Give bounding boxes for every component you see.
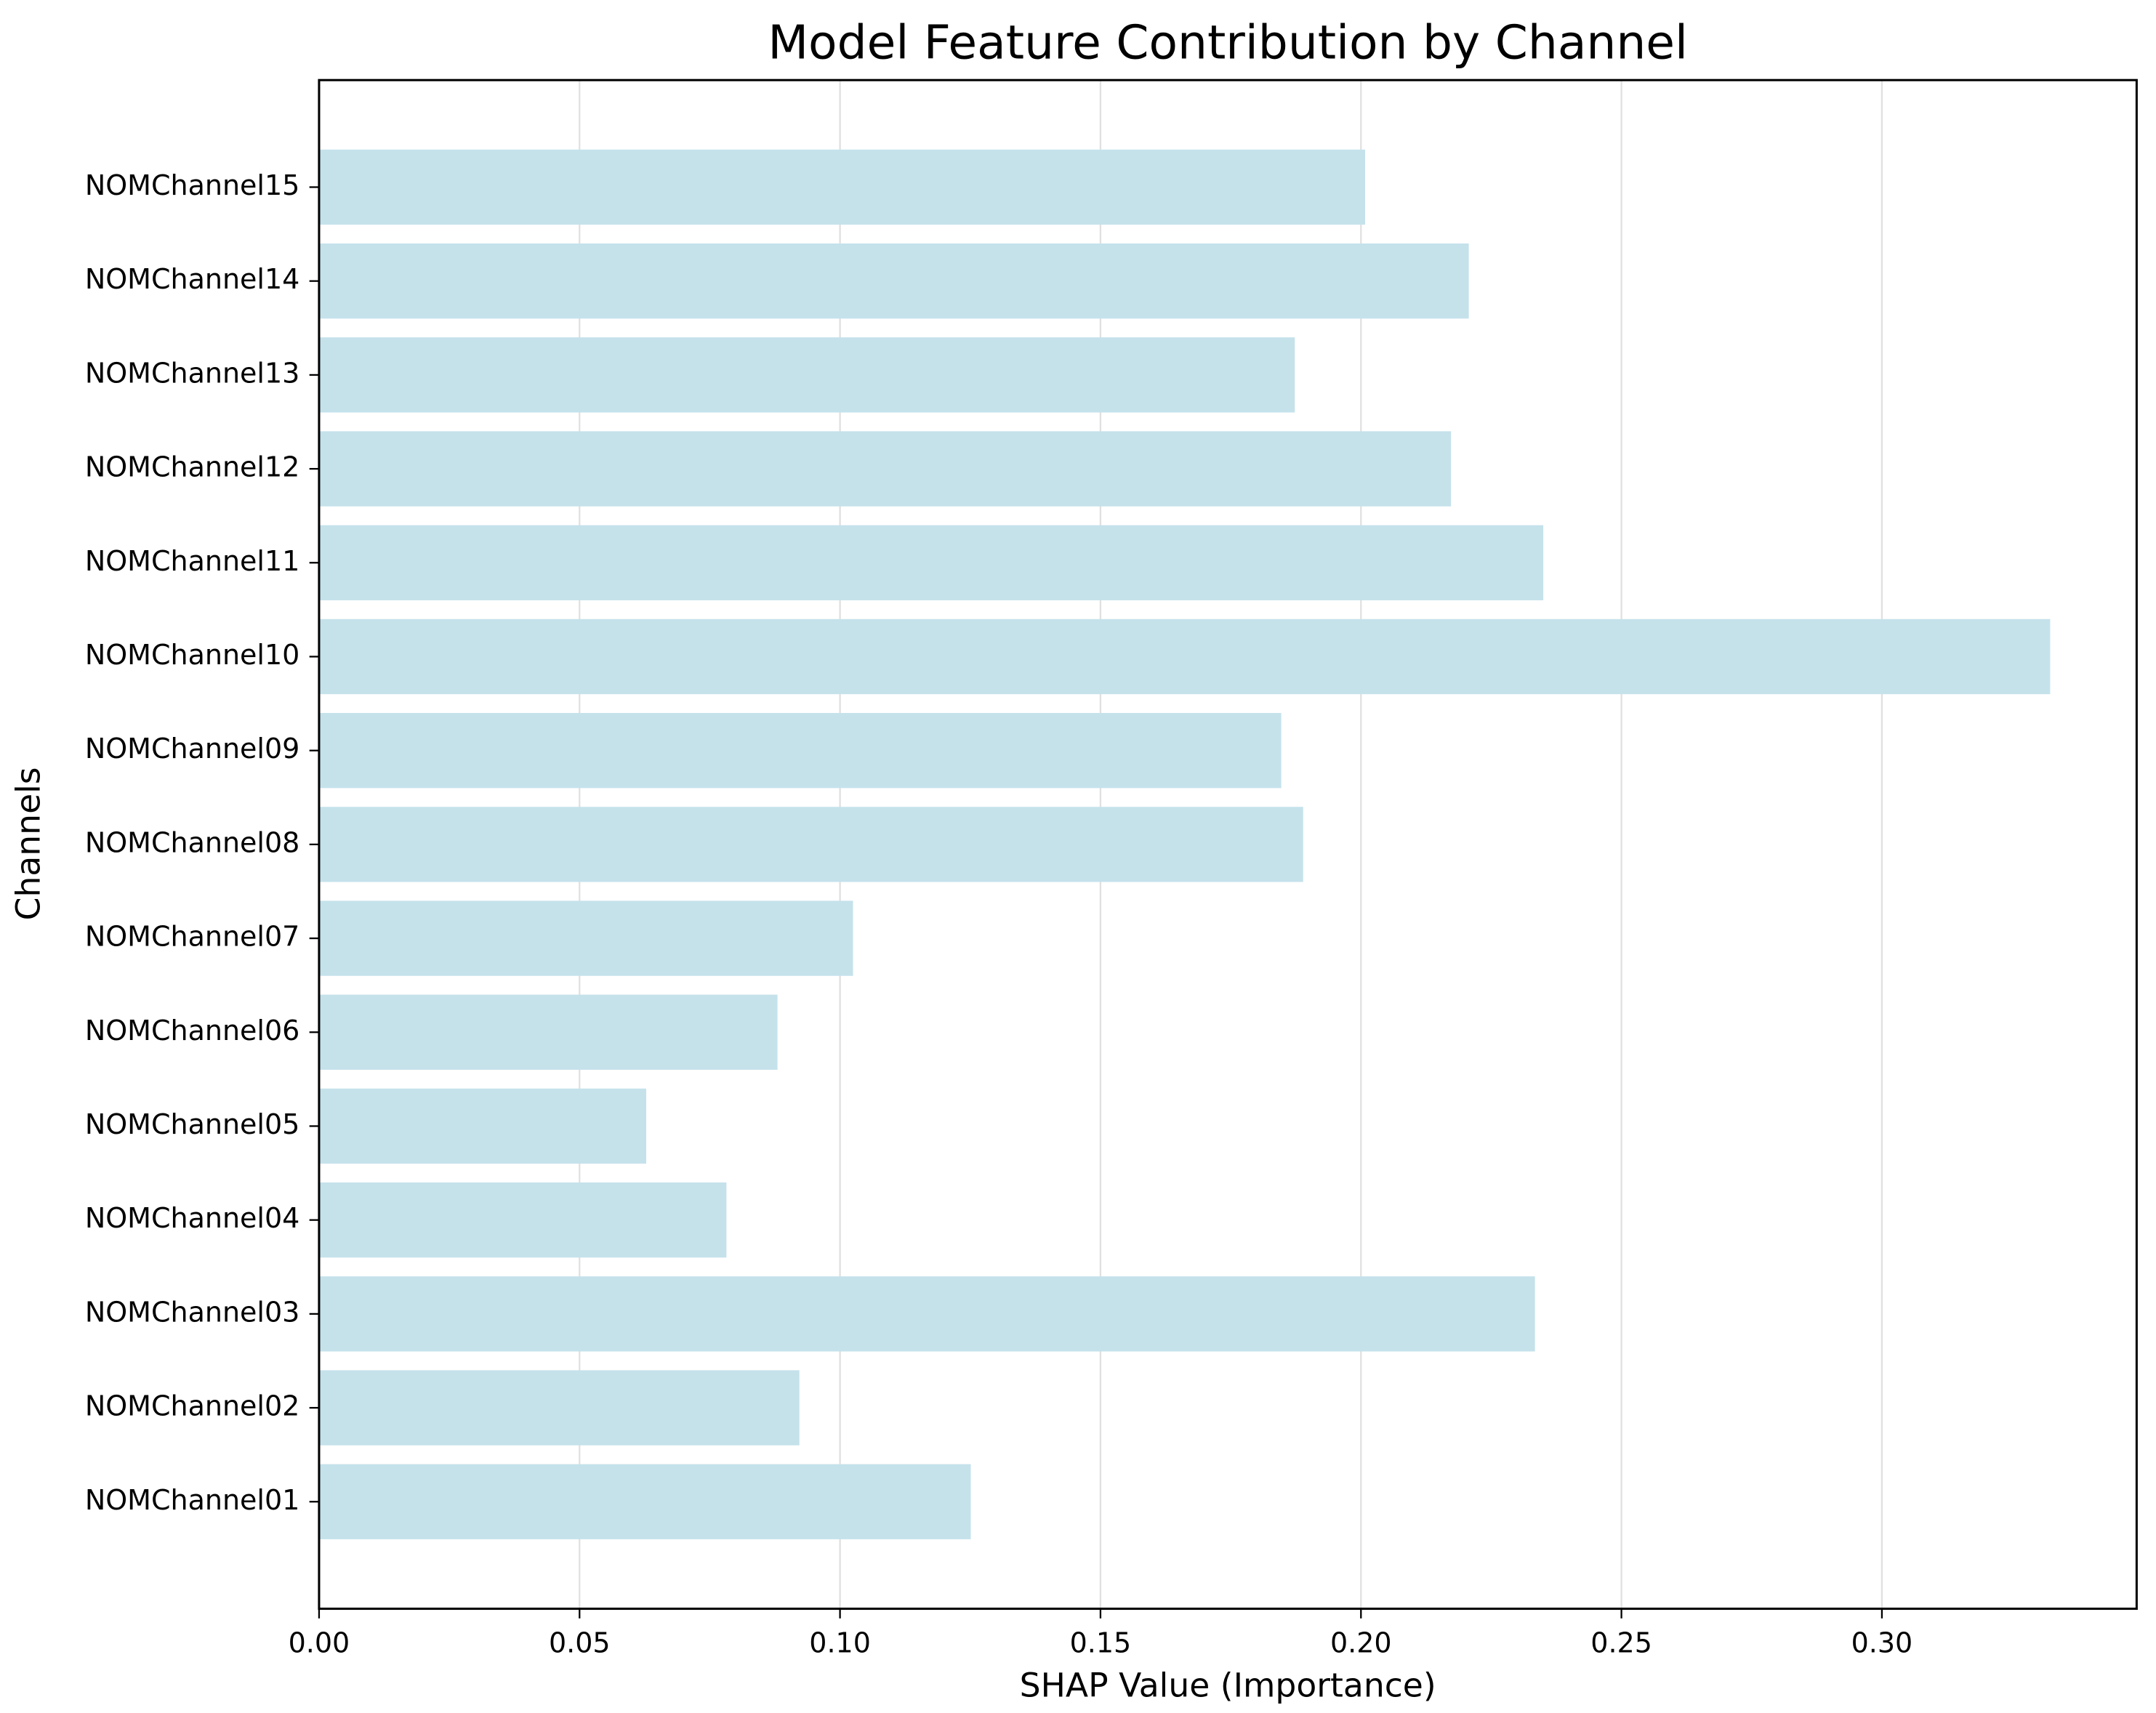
chart-title: Model Feature Contribution by Channel <box>768 15 1688 70</box>
y-tick-label: NOMChannel01 <box>85 1484 299 1516</box>
y-tick-label: NOMChannel09 <box>85 733 299 765</box>
x-tick-label: 0.30 <box>1851 1627 1913 1658</box>
bar <box>318 149 1365 225</box>
y-axis-label: Channels <box>9 767 47 920</box>
bar <box>318 431 1452 507</box>
x-axis-label: SHAP Value (Importance) <box>1020 1666 1436 1704</box>
y-tick-label: NOMChannel13 <box>85 357 299 389</box>
bar <box>318 900 853 976</box>
y-tick-label: NOMChannel11 <box>85 545 299 577</box>
bar <box>318 1370 800 1446</box>
y-tick-label: NOMChannel10 <box>85 639 299 671</box>
plot-frame <box>318 78 2138 1611</box>
bar <box>318 1182 727 1258</box>
y-tick-label: NOMChannel03 <box>85 1296 299 1328</box>
x-tick-label: 0.15 <box>1070 1627 1132 1658</box>
x-tick-label: 0.20 <box>1330 1627 1392 1658</box>
y-tick-label: NOMChannel08 <box>85 826 299 858</box>
bar <box>318 337 1295 413</box>
y-tick-label: NOMChannel07 <box>85 921 299 953</box>
bar <box>318 243 1469 319</box>
y-tick-label: NOMChannel12 <box>85 451 299 483</box>
bar <box>318 1088 646 1164</box>
x-tick-label: 0.05 <box>549 1627 611 1658</box>
y-tick-label: NOMChannel14 <box>85 263 299 295</box>
bar <box>318 712 1282 789</box>
bar <box>318 994 778 1070</box>
y-tick-label: NOMChannel06 <box>85 1015 299 1047</box>
y-tick-label: NOMChannel05 <box>85 1108 299 1140</box>
y-tick-label: NOMChannel04 <box>85 1202 299 1234</box>
bar <box>318 807 1303 882</box>
x-tick-label: 0.00 <box>289 1627 350 1658</box>
bar <box>318 525 1544 600</box>
y-tick-label: NOMChannel02 <box>85 1390 299 1422</box>
x-tick-label: 0.10 <box>809 1627 871 1658</box>
bar <box>318 1464 971 1539</box>
y-tick-label: NOMChannel15 <box>85 169 299 201</box>
bar <box>318 1276 1535 1352</box>
x-tick-label: 0.25 <box>1590 1627 1652 1658</box>
bar <box>318 618 2051 695</box>
